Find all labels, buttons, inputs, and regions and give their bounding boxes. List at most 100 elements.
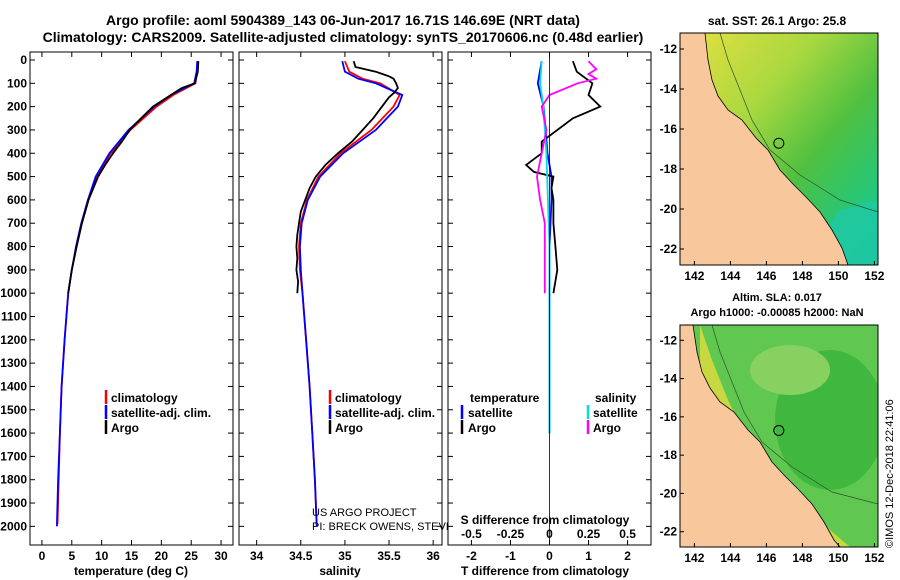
sst-map-title: sat. SST: 26.1 Argo: 25.8	[708, 14, 847, 28]
project-credit: US ARGO PROJECT	[312, 507, 417, 519]
depth-tick-label: 1800	[0, 473, 27, 487]
diff-legend-sal-argo-label: Argo	[593, 421, 621, 435]
sla-map-title1: Altim. SLA: 0.017	[732, 292, 822, 304]
diff-legend-salinity-heading: salinity	[595, 391, 637, 405]
salinity-axis-label: salinity	[319, 564, 361, 578]
series-argo	[295, 60, 399, 294]
salinity-panel: 34 34.5 35 35.5 36 salinity climatology sate…	[238, 51, 559, 578]
depth-tick-label: 1300	[0, 356, 27, 370]
sla-map-frame	[679, 324, 879, 548]
s-tick-label: 0.5	[619, 527, 636, 541]
t-difference-axis-label: T difference from climatology	[461, 564, 629, 578]
series-satellite-adj-clim-	[298, 60, 404, 527]
figure-title-line1: Argo profile: aoml 5904389_143 06-Jun-20…	[106, 12, 580, 28]
x-tick-label: 1	[585, 549, 592, 563]
x-tick-label: 15	[125, 549, 139, 563]
s-difference-axis-label: S difference from climatology	[461, 513, 630, 527]
depth-tick-label: 1200	[0, 333, 27, 347]
temperature-series	[56, 61, 200, 527]
sst-map-frame	[679, 32, 879, 266]
depth-tick-label: 800	[7, 240, 27, 254]
legend-argo-label: Argo	[111, 421, 139, 435]
temperature-x-axis: 0 5 10 15 20 25 30	[39, 52, 228, 563]
salinity-x-axis: 34 34.5 35 35.5 36	[250, 52, 440, 563]
diff-legend-temperature-heading: temperature	[470, 391, 540, 405]
sla-map: Altim. SLA: 0.017 Argo h1000: -0.00085 h…	[660, 292, 885, 565]
sla-lon-ticks: 142 144 146 148 150 152	[684, 543, 885, 565]
depth-tick-label: 1500	[0, 403, 27, 417]
lon-tick-label: 152	[864, 269, 884, 283]
depth-tick-label: 500	[7, 170, 27, 184]
lat-tick-label: -22	[660, 525, 678, 539]
x-tick-label: 36	[426, 549, 440, 563]
depth-tick-label: 100	[7, 76, 27, 90]
lon-tick-label: 146	[756, 551, 776, 565]
lat-tick-label: -16	[660, 410, 678, 424]
x-tick-label: 34.5	[289, 549, 313, 563]
figure-title-line2: Climatology: CARS2009. Satellite-adjuste…	[43, 29, 644, 45]
sst-map: sat. SST: 26.1 Argo: 25.8 -12 -14 -16 -18 -2…	[660, 14, 885, 283]
x-tick-label: 34	[250, 549, 264, 563]
lat-tick-label: -18	[660, 162, 678, 176]
depth-tick-label: 0	[20, 53, 27, 67]
temperature-legend: climatology satellite-adj. clim. Argo	[104, 390, 211, 435]
lon-tick-label: 148	[792, 551, 812, 565]
diff-legend-temp-argo-label: Argo	[468, 421, 496, 435]
sst-land	[680, 33, 849, 265]
salinity-legend: climatology satellite-adj. clim. Argo	[328, 390, 435, 435]
lon-tick-label: 142	[684, 551, 704, 565]
salinity-series	[295, 60, 404, 527]
sla-contour	[711, 325, 878, 505]
sla-argo-float-marker	[773, 424, 785, 436]
salinity-plot-frame	[238, 51, 443, 546]
difference-panel: -2 -1 0 1 2-0.5 -0.25 0 0.25 0.5 T difference fr…	[447, 51, 652, 578]
lat-tick-label: -20	[660, 486, 678, 500]
sla-mid-patch	[750, 345, 830, 395]
imos-credit: ©IMOS 12-Dec-2018 22:41:06	[884, 399, 896, 548]
depth-tick-label: 2000	[0, 519, 27, 533]
s-tick-label: -0.25	[497, 527, 525, 541]
salinity-depth-ticks	[239, 59, 442, 527]
depth-tick-label: 400	[7, 146, 27, 160]
lon-tick-label: 150	[828, 551, 848, 565]
series-temperature-argo	[524, 60, 602, 294]
lat-tick-label: -12	[660, 333, 678, 347]
lat-tick-label: -12	[660, 42, 678, 56]
lon-tick-label: 148	[792, 269, 812, 283]
lon-tick-label: 150	[828, 269, 848, 283]
series-argo	[67, 61, 200, 294]
depth-tick-label: 700	[7, 216, 27, 230]
series-salinity-argo	[536, 60, 599, 294]
diff-legend-temp-satellite-label: satellite	[468, 406, 513, 420]
lon-tick-label: 142	[684, 269, 704, 283]
sst-contour	[719, 33, 878, 213]
x-tick-label: 35.5	[377, 549, 401, 563]
x-tick-label: 2	[624, 549, 631, 563]
lat-tick-label: -22	[660, 242, 678, 256]
sla-land	[680, 325, 841, 547]
depth-tick-label: 1600	[0, 426, 27, 440]
s-tick-label: 0.25	[577, 527, 601, 541]
depth-tick-label: 900	[7, 263, 27, 277]
sst-argo-float-marker	[773, 137, 785, 149]
lat-tick-label: -20	[660, 202, 678, 216]
diff-legend-sal-satellite-label: satellite	[593, 406, 638, 420]
depth-tick-label: 1900	[0, 496, 27, 510]
lat-tick-label: -18	[660, 448, 678, 462]
difference-legend: temperature salinity satellite Argo sate…	[460, 391, 638, 435]
depth-axis: 0 100 200 300 400 500 600 700 800 900 1000 1100 1200…	[0, 53, 233, 533]
lat-tick-label: -14	[660, 82, 678, 96]
depth-tick-label: 300	[7, 123, 27, 137]
x-tick-label: 0	[546, 549, 553, 563]
x-tick-label: 25	[185, 549, 199, 563]
sla-map-title2: Argo h1000: -0.00085 h2000: NaN	[690, 307, 863, 319]
depth-tick-label: 1000	[0, 286, 27, 300]
sal-legend-argo-label: Argo	[335, 421, 363, 435]
lat-tick-label: -14	[660, 372, 678, 386]
difference-depth-ticks	[448, 59, 651, 527]
x-tick-label: -2	[466, 549, 477, 563]
difference-x-axis: -2 -1 0 1 2-0.5 -0.25 0 0.25 0.5	[461, 52, 636, 563]
legend-climatology-label: climatology	[111, 391, 178, 405]
depth-tick-label: 1400	[0, 379, 27, 393]
x-tick-label: 5	[68, 549, 75, 563]
